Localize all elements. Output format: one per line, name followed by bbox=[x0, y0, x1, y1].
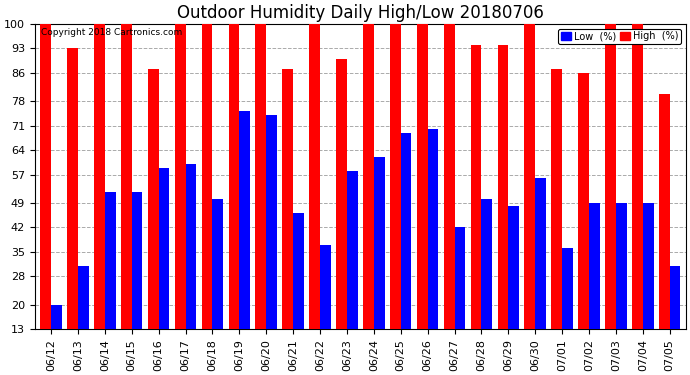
Bar bbox=[578, 73, 589, 329]
Bar bbox=[670, 266, 680, 329]
Bar bbox=[67, 48, 78, 329]
Bar bbox=[482, 199, 492, 329]
Bar bbox=[293, 213, 304, 329]
Bar bbox=[444, 24, 455, 329]
Bar bbox=[228, 24, 239, 329]
Bar bbox=[497, 45, 509, 329]
Bar bbox=[121, 24, 132, 329]
Bar bbox=[148, 69, 159, 329]
Bar bbox=[524, 24, 535, 329]
Bar bbox=[51, 304, 62, 329]
Bar bbox=[643, 203, 653, 329]
Bar bbox=[336, 59, 347, 329]
Bar bbox=[401, 132, 411, 329]
Bar bbox=[132, 192, 142, 329]
Bar bbox=[455, 227, 465, 329]
Bar bbox=[616, 203, 627, 329]
Bar bbox=[282, 69, 293, 329]
Bar bbox=[417, 24, 428, 329]
Bar bbox=[159, 168, 169, 329]
Bar bbox=[40, 24, 51, 329]
Bar bbox=[390, 24, 401, 329]
Bar bbox=[562, 248, 573, 329]
Legend: Low  (%), High  (%): Low (%), High (%) bbox=[558, 28, 681, 44]
Bar bbox=[94, 24, 105, 329]
Bar bbox=[175, 24, 186, 329]
Title: Outdoor Humidity Daily High/Low 20180706: Outdoor Humidity Daily High/Low 20180706 bbox=[177, 4, 544, 22]
Bar bbox=[213, 199, 223, 329]
Bar bbox=[363, 24, 374, 329]
Bar bbox=[309, 24, 320, 329]
Bar bbox=[239, 111, 250, 329]
Bar bbox=[589, 203, 600, 329]
Bar bbox=[186, 164, 196, 329]
Bar bbox=[201, 24, 213, 329]
Bar bbox=[605, 24, 616, 329]
Bar bbox=[78, 266, 89, 329]
Bar bbox=[471, 45, 482, 329]
Bar bbox=[320, 245, 331, 329]
Bar bbox=[347, 171, 357, 329]
Bar bbox=[535, 178, 546, 329]
Bar bbox=[659, 94, 670, 329]
Bar bbox=[105, 192, 116, 329]
Bar bbox=[509, 206, 519, 329]
Bar bbox=[632, 24, 643, 329]
Bar bbox=[255, 24, 266, 329]
Bar bbox=[428, 129, 438, 329]
Bar bbox=[266, 115, 277, 329]
Text: Copyright 2018 Cartronics.com: Copyright 2018 Cartronics.com bbox=[41, 28, 183, 37]
Bar bbox=[374, 157, 384, 329]
Bar bbox=[551, 69, 562, 329]
